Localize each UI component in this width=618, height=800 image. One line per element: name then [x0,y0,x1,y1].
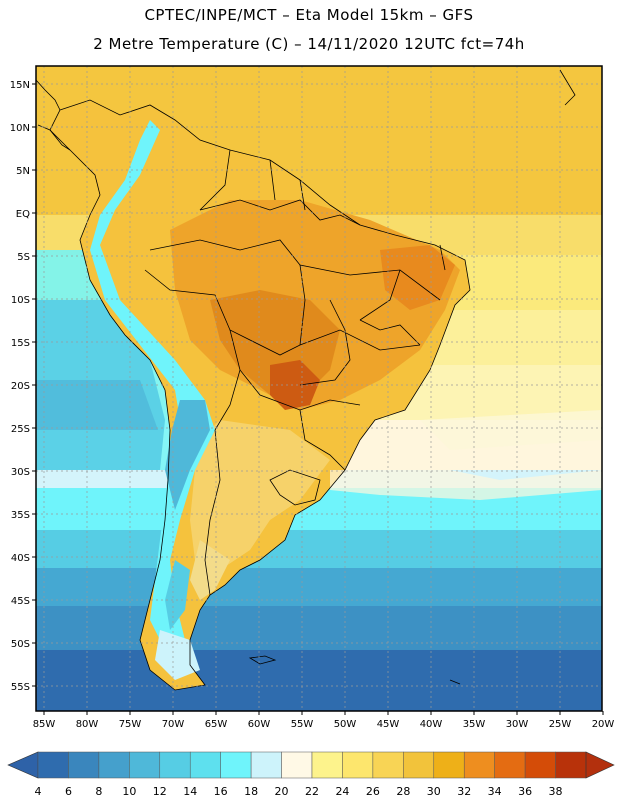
colorbar-swatch [98,751,130,779]
colorbar-swatch [281,751,313,779]
colorbar-label: 28 [396,785,410,798]
colorbar-label: 36 [518,785,532,798]
lon-label: 40W [420,719,443,730]
lat-lon-grid [36,66,602,711]
colorbar-label: 26 [366,785,380,798]
colorbar-swatch [220,751,252,779]
colorbar-label: 6 [65,785,72,798]
lat-label: 25S [11,424,30,435]
colorbar-swatch [250,751,282,779]
colorbar-swatch [524,751,556,779]
colorbar-high-arrow [585,751,615,779]
colorbar-swatch [463,751,495,779]
colorbar-label: 4 [35,785,42,798]
lat-label: 45S [11,596,30,607]
latitude-axis: 15N 10N 5N EQ 5S 10S 15S 20S 25S 30S 35S 40S 45S 50S 5… [10,80,36,693]
colorbar-label: 18 [244,785,258,798]
colorbar-label: 32 [457,785,471,798]
colorbar-swatch [37,751,69,779]
lon-label: 55W [291,719,314,730]
lon-label: 30W [506,719,529,730]
colorbar-label: 8 [95,785,102,798]
lat-label: 5S [17,252,30,263]
lat-label: 10N [10,123,30,134]
andes-cold-strip [90,120,215,650]
colorbar-label: 16 [214,785,228,798]
colorbar-swatch [372,751,404,779]
longitude-axis: 85W 80W 75W 70W 65W 60W 55W 50W 45W 40W 35W 30W 25W 2… [33,711,615,730]
lat-label: 30S [11,467,30,478]
country-borders [49,99,471,691]
colorbar-swatch [159,751,191,779]
colorbar-swatch [555,751,587,779]
lat-label: 15N [10,80,30,91]
colorbar-swatch [433,751,465,779]
lat-label: 55S [11,682,30,693]
lat-label: 15S [11,338,30,349]
colorbar-swatch [311,751,343,779]
colorbar-swatch [68,751,100,779]
lat-label: 20S [11,381,30,392]
colorbar-label: 14 [183,785,197,798]
lat-label: 50S [11,639,30,650]
colorbar: 4 6 8 10 12 14 16 18 20 22 24 26 28 30 32 34 36 38 [7,751,615,798]
colorbar-label: 10 [122,785,136,798]
lon-label: 85W [33,719,56,730]
colorbar-label: 22 [305,785,319,798]
cold-band [36,650,602,711]
colorbar-label: 34 [488,785,502,798]
lat-label: EQ [16,209,30,220]
colorbar-swatch [189,751,221,779]
lon-label: 45W [377,719,400,730]
lon-label: 70W [162,719,185,730]
map-frame [35,65,603,712]
colorbar-label: 38 [549,785,563,798]
lon-label: 80W [76,719,99,730]
lon-label: 50W [334,719,357,730]
title-line-1: CPTEC/INPE/MCT – Eta Model 15km – GFS [144,6,474,24]
lat-label: 35S [11,510,30,521]
colorbar-low-arrow [7,751,39,779]
lon-label: 60W [248,719,271,730]
lon-label: 35W [463,719,486,730]
colorbar-label: 12 [153,785,167,798]
lat-label: 40S [11,553,30,564]
lat-label: 10S [11,295,30,306]
title-line-2: 2 Metre Temperature (C) – 14/11/2020 12U… [93,35,525,53]
lon-label: 75W [119,719,142,730]
lon-label: 20W [592,719,615,730]
lat-label: 5N [16,166,30,177]
colorbar-label: 30 [427,785,441,798]
colorbar-label: 20 [275,785,289,798]
colorbar-swatch [403,751,435,779]
colorbar-label: 24 [335,785,349,798]
colorbar-swatch [494,751,526,779]
colorbar-swatch [342,751,374,779]
colorbar-swatch [129,751,161,779]
lon-label: 65W [205,719,228,730]
lon-label: 25W [549,719,572,730]
